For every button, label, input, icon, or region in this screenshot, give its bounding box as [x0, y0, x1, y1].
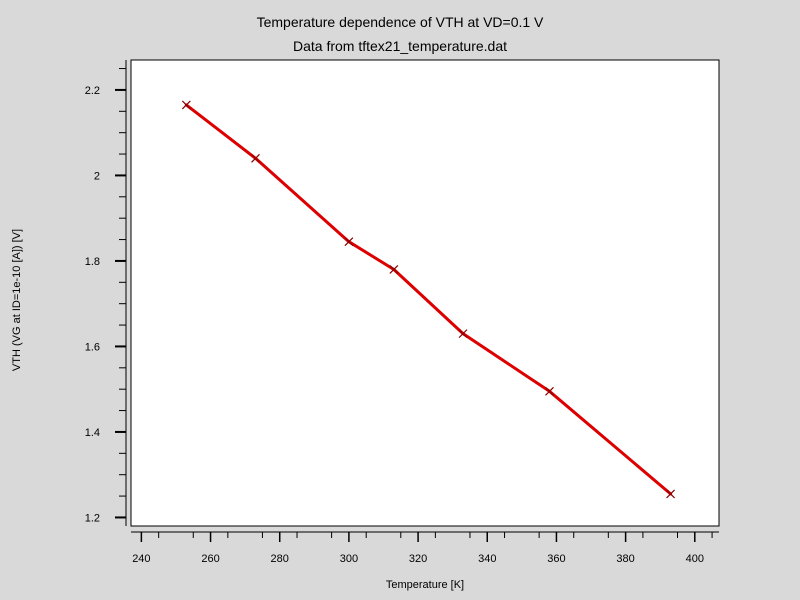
x-tick-label: 400	[686, 553, 704, 565]
chart-title: Temperature dependence of VTH at VD=0.1 …	[257, 14, 544, 30]
x-tick-label: 300	[340, 553, 358, 565]
x-tick-label: 240	[132, 553, 150, 565]
x-axis-label: Temperature [K]	[386, 579, 464, 591]
chart-subtitle: Data from tftex21_temperature.dat	[293, 38, 507, 54]
series-group	[181, 100, 676, 499]
y-tick-label: 1.8	[85, 256, 100, 268]
x-tick-label: 380	[616, 553, 634, 565]
data-point-marker	[251, 153, 260, 163]
x-tick-label: 260	[201, 553, 219, 565]
data-point-marker	[545, 386, 554, 396]
data-point-marker	[666, 489, 676, 499]
x-axis: 240 260 280 300 320 340 360 380 400	[131, 531, 719, 565]
x-tick-label: 280	[271, 553, 289, 565]
y-tick-label: 2.2	[85, 85, 100, 97]
y-axis: 1.2 1.4 1.6 1.8 2 2.2	[85, 60, 127, 526]
y-tick-label: 2	[94, 170, 100, 182]
x-tick-label: 340	[478, 553, 496, 565]
x-tick-label: 360	[547, 553, 565, 565]
data-point-marker	[458, 329, 468, 339]
x-tick-label: 320	[409, 553, 427, 565]
data-point-marker	[181, 100, 191, 110]
y-axis-label: VTH (VG at ID=1e-10 [A]) [V]	[11, 229, 23, 371]
data-point-marker	[344, 237, 354, 247]
y-tick-label: 1.6	[85, 341, 100, 353]
y-tick-label: 1.4	[85, 427, 100, 439]
y-tick-label: 1.2	[85, 512, 100, 524]
data-point-marker	[389, 265, 399, 274]
